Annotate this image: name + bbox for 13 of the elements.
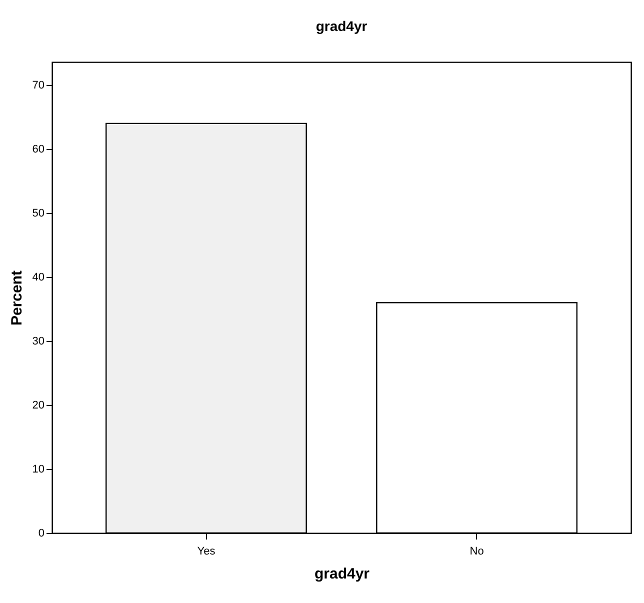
chart-title: grad4yr (316, 18, 368, 34)
y-tick-label: 60 (32, 144, 44, 156)
x-axis-title: grad4yr (314, 566, 370, 582)
y-tick-label: 20 (32, 400, 44, 412)
y-axis-title: Percent (8, 270, 26, 326)
y-tick-label: 50 (32, 208, 44, 220)
y-tick-label: 10 (32, 464, 44, 476)
y-tick-label: 0 (38, 528, 44, 540)
x-tick-label: No (470, 546, 484, 558)
y-tick-label: 70 (32, 80, 44, 92)
y-tick-label: 30 (32, 336, 44, 348)
y-tick-label: 40 (32, 272, 44, 284)
x-tick-label: Yes (197, 546, 216, 558)
